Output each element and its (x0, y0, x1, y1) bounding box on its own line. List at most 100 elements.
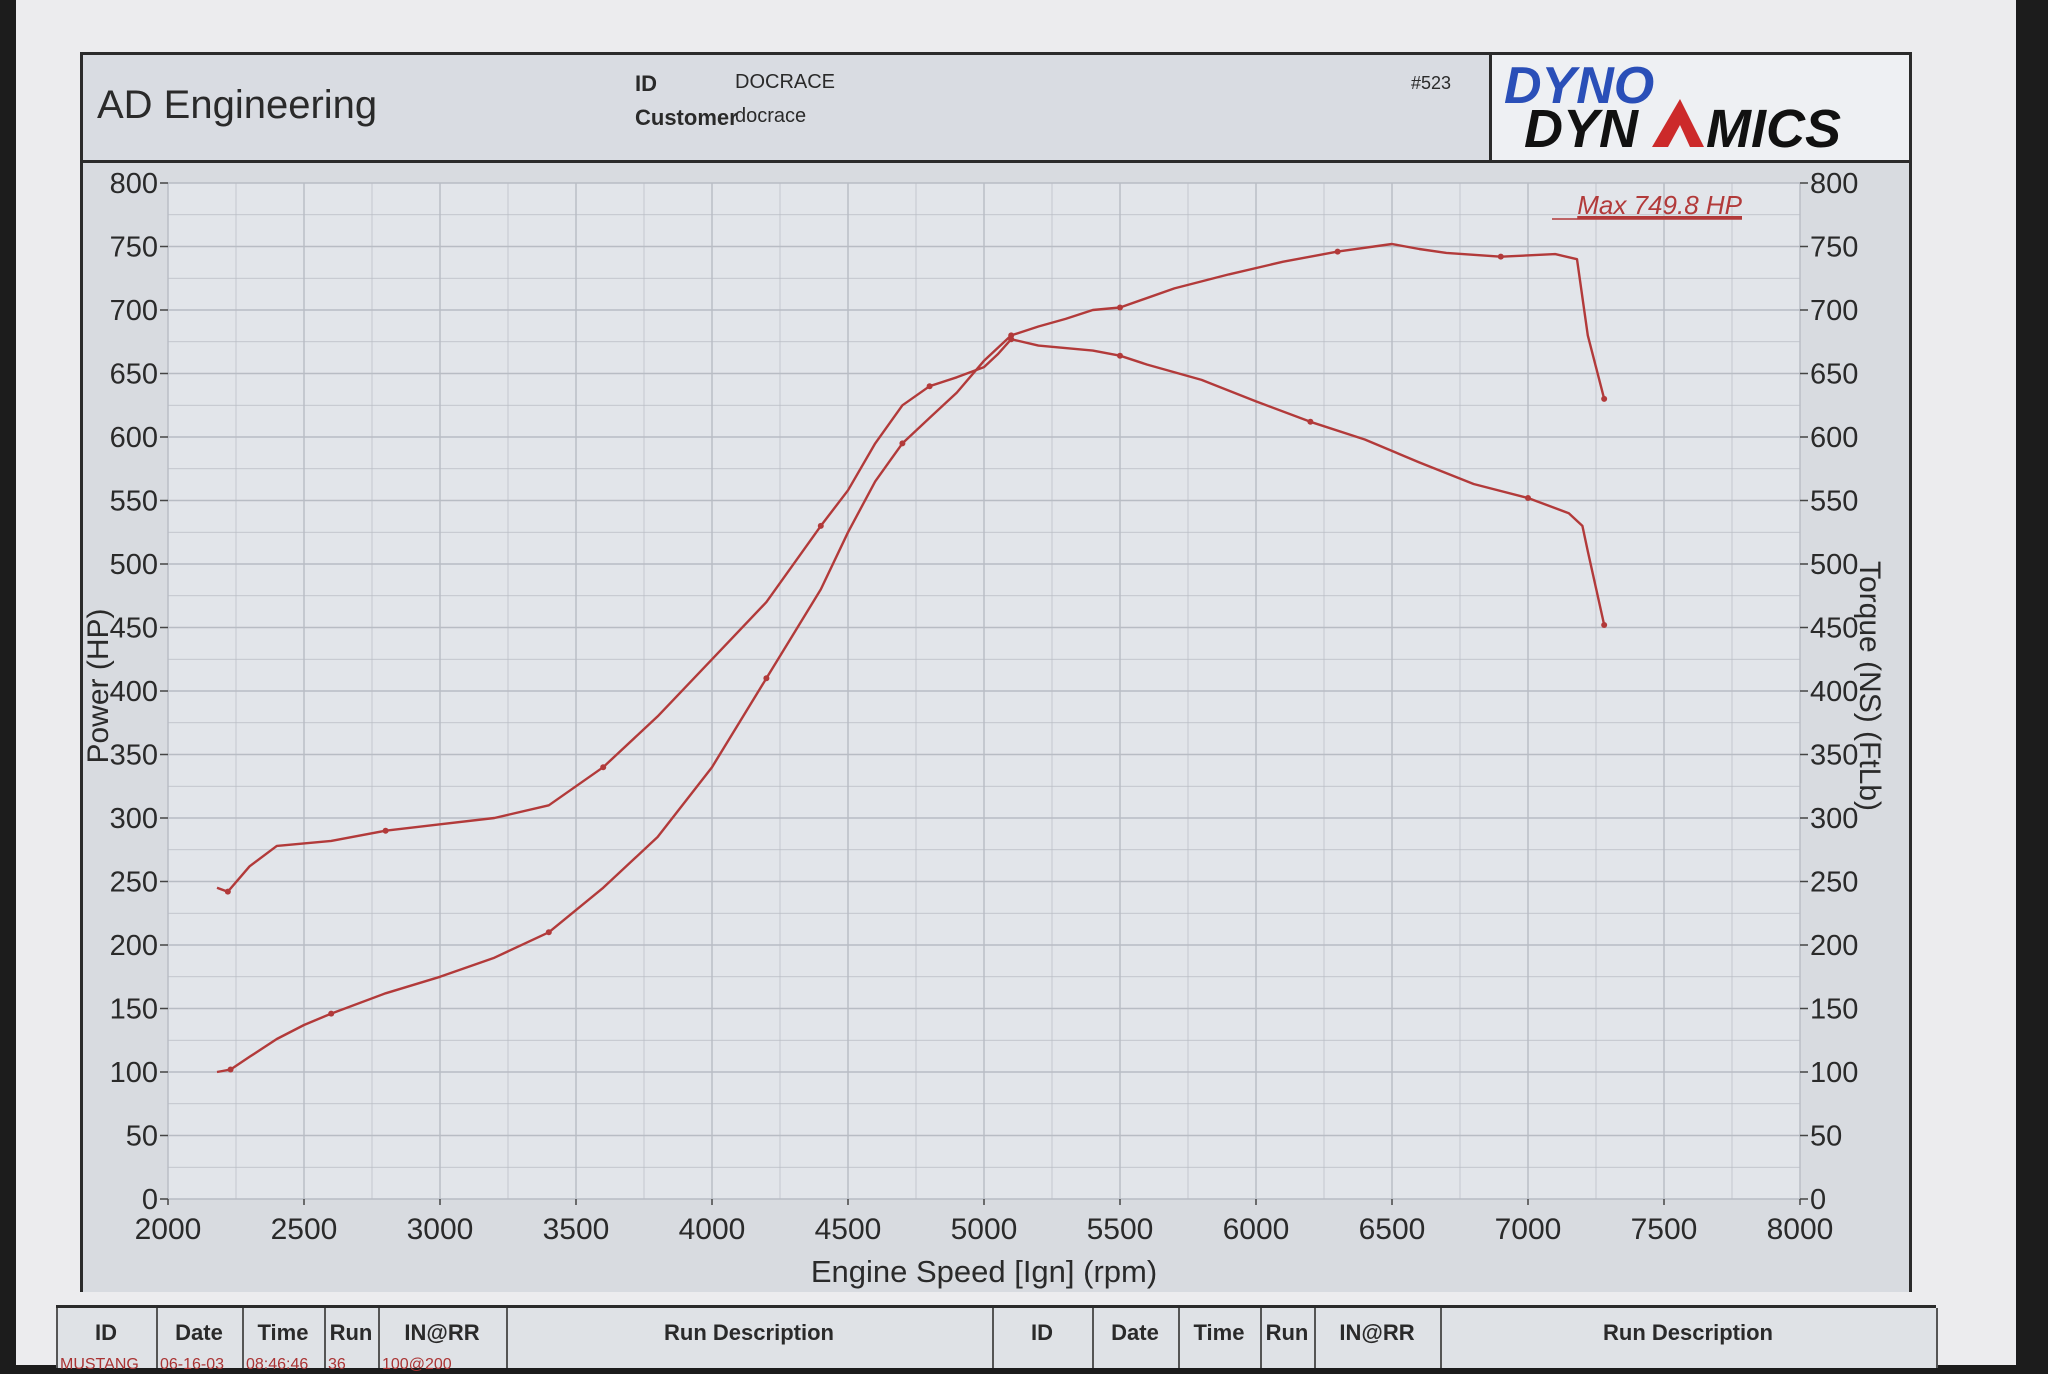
curve-point (1117, 352, 1123, 359)
table-header-cell: Run Description (1603, 1320, 1773, 1345)
y-tick-label: 750 (110, 232, 158, 264)
table-header-cell: Run Description (664, 1320, 834, 1345)
table-column-divider (1314, 1308, 1316, 1368)
x-tick-label: 5000 (951, 1213, 1018, 1246)
table-header-cell: Time (1193, 1320, 1245, 1345)
axes: 2000 2500 3000 3500 4000 4500 5000 5500 6000 6500… (110, 168, 1859, 1246)
y-tick-label: 700 (110, 295, 158, 327)
y-tick-label: 500 (110, 549, 158, 581)
curve-point (227, 1066, 234, 1073)
power-curve (216, 242, 1606, 1074)
dyno-dynamics-logo: DYNO DYN MICS (1489, 55, 1909, 160)
max-power-annotation: Max 749.8 HP (1577, 190, 1742, 220)
y2-tick-label: 300 (1810, 803, 1858, 835)
x-tick-label: 2000 (135, 1213, 202, 1246)
y2-tick-label: 0 (1810, 1184, 1826, 1216)
x-tick-label: 4000 (679, 1213, 746, 1246)
power-torque-chart: 2000 2500 3000 3500 4000 4500 5000 5500 6000 6500… (82, 168, 1886, 1289)
y2-tick-label: 700 (1810, 295, 1858, 327)
y-tick-label: 600 (110, 422, 158, 454)
curve-point (899, 440, 906, 447)
table-cell: MUSTANG (60, 1356, 139, 1373)
curve-point (1008, 336, 1015, 343)
y2-tick-label: 100 (1810, 1057, 1858, 1089)
run-number: #523 (1411, 73, 1452, 93)
y-tick-label: 300 (110, 803, 158, 835)
curve-point (1601, 621, 1608, 628)
curve-point (817, 522, 824, 529)
y-tick-label: 50 (126, 1121, 158, 1153)
table-column-divider (242, 1308, 244, 1368)
curves (216, 242, 1608, 1074)
table-column-divider (156, 1308, 158, 1368)
y2-tick-label: 400 (1810, 676, 1858, 708)
curve-point (545, 929, 552, 936)
x-tick-label: 8000 (1767, 1213, 1834, 1246)
y-tick-label: 350 (110, 740, 158, 772)
y2-tick-label: 150 (1810, 994, 1858, 1026)
y-axis-label: Power (HP) (82, 608, 115, 763)
dyno-sheet: AD Engineering ID DOCRACE Customer docra… (16, 0, 2016, 1373)
curve-point (600, 764, 607, 771)
table-cell: 06-16-03 (160, 1356, 225, 1373)
run-table: ID Date Time Run IN@RR Run Description ID Date T… (56, 1305, 1938, 1373)
x-tick-label: 3000 (407, 1213, 474, 1246)
y-tick-label: 150 (110, 994, 158, 1026)
logo-a-mark-icon (1652, 99, 1704, 147)
curve-point (763, 675, 770, 682)
table-column-divider (56, 1308, 58, 1368)
y-tick-label: 450 (110, 613, 158, 645)
curve-point (382, 827, 389, 834)
table-column-divider (324, 1308, 326, 1368)
curve-point (1601, 395, 1608, 402)
curve-point (1307, 418, 1314, 425)
logo-word-dyn: DYN (1524, 99, 1639, 159)
table-cell: 36 (328, 1356, 346, 1373)
x-axis-label: Engine Speed [Ign] (rpm) (811, 1254, 1157, 1289)
y-tick-label: 0 (142, 1184, 158, 1216)
table-header-cell: IN@RR (1339, 1320, 1415, 1345)
y2-tick-label: 500 (1810, 549, 1858, 581)
x-tick-label: 3500 (543, 1213, 610, 1246)
table-header-cell: Run (329, 1320, 373, 1345)
customer-value: docrace (735, 105, 807, 127)
curve-point (224, 888, 231, 895)
y2-axis-label: Torque (NS) (FtLb) (1853, 561, 1886, 811)
y2-tick-label: 200 (1810, 930, 1858, 962)
x-tick-label: 6500 (1359, 1213, 1426, 1246)
x-tick-label: 6000 (1223, 1213, 1290, 1246)
id-label: ID (635, 71, 657, 96)
y-tick-label: 200 (110, 930, 158, 962)
table-header-cell: Date (175, 1320, 223, 1345)
x-tick-label: 4500 (815, 1213, 882, 1246)
table-column-divider (378, 1308, 380, 1368)
logo-word-dyno: DYNO (1504, 57, 1654, 115)
y2-tick-label: 250 (1810, 867, 1858, 899)
table-column-divider (506, 1308, 508, 1368)
table-column-divider (1440, 1308, 1442, 1368)
curve-point (1334, 248, 1341, 255)
curve-point (328, 1010, 335, 1017)
customer-label: Customer (635, 105, 738, 130)
table-header-cell: Date (1111, 1320, 1159, 1345)
curve-point (1497, 253, 1504, 260)
y-tick-label: 800 (110, 168, 158, 200)
table-header-cell: IN@RR (404, 1320, 480, 1345)
dyno-dynamics-logo-graphic: DYNO DYN MICS (1504, 57, 1841, 159)
y2-tick-label: 800 (1810, 168, 1858, 200)
table-header-cell: Run (1265, 1320, 1309, 1345)
id-value: DOCRACE (735, 71, 836, 93)
curve-point (1525, 494, 1531, 501)
table-column-divider (1936, 1308, 1938, 1368)
table-column-divider (1260, 1308, 1262, 1368)
y-tick-label: 550 (110, 486, 158, 518)
y-tick-label: 650 (110, 359, 158, 391)
company-name: AD Engineering (97, 83, 378, 127)
y2-tick-label: 350 (1810, 740, 1858, 772)
table-column-divider (1092, 1308, 1094, 1368)
table-header-cell: ID (95, 1320, 117, 1345)
y2-tick-label: 550 (1810, 486, 1858, 518)
y-tick-label: 100 (110, 1057, 158, 1089)
y2-tick-label: 450 (1810, 613, 1858, 645)
y-tick-label: 250 (110, 867, 158, 899)
